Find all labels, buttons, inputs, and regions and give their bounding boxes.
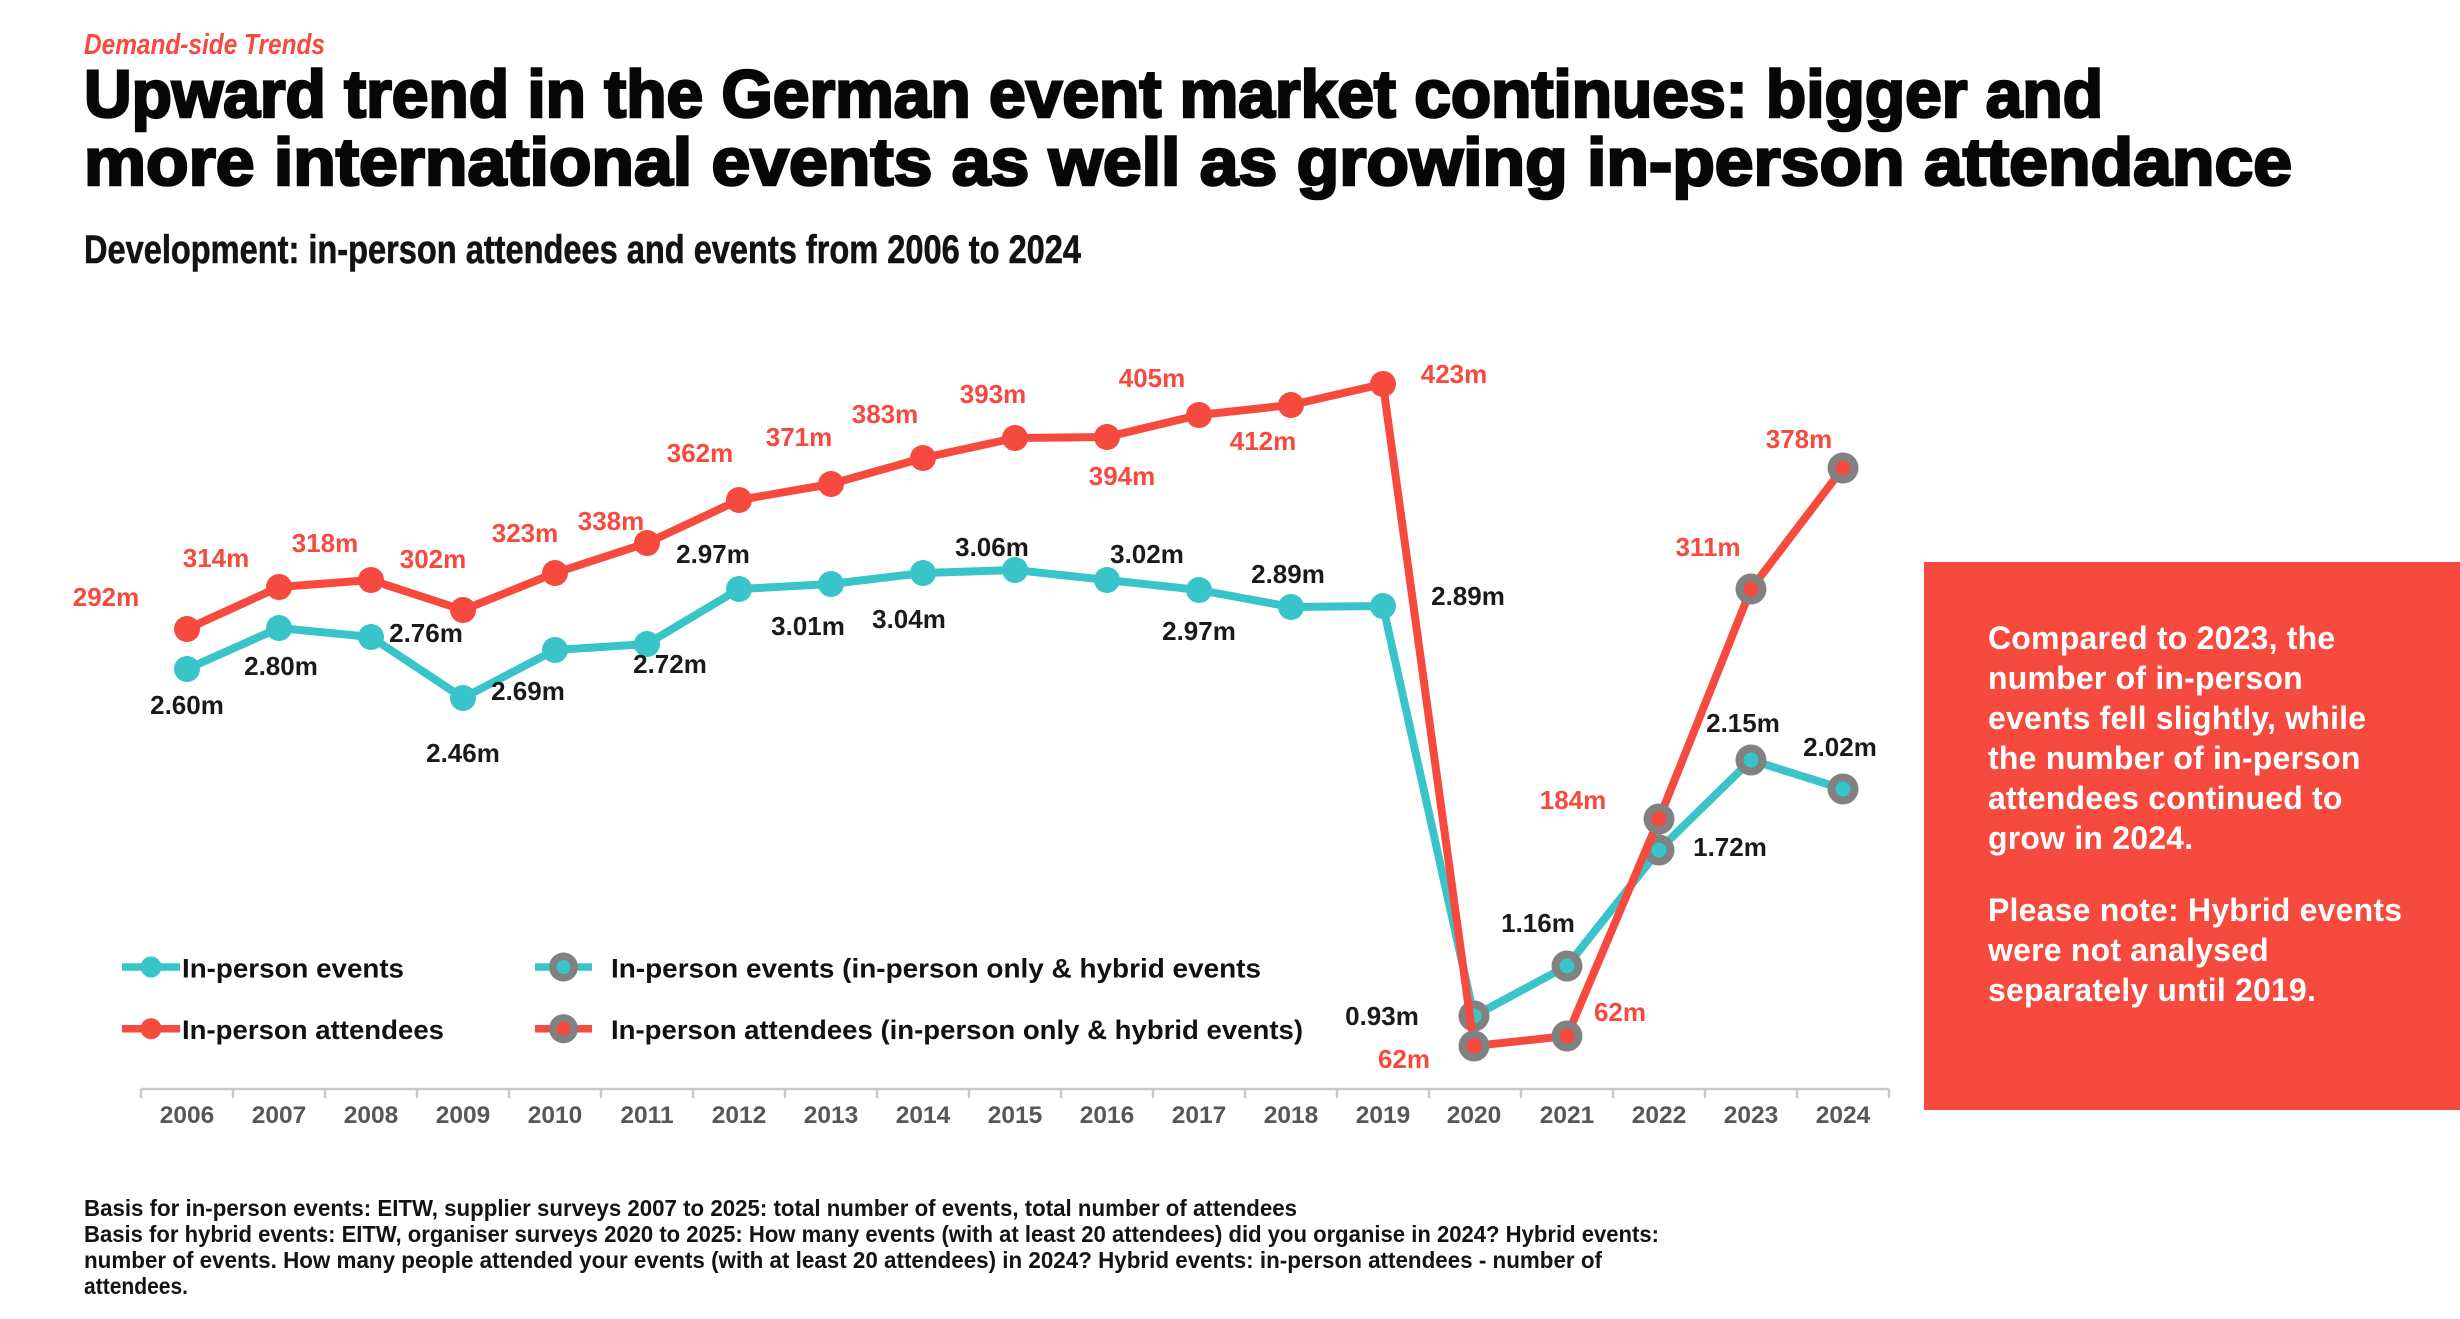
- svg-text:371m: 371m: [766, 422, 833, 452]
- svg-text:362m: 362m: [667, 438, 734, 468]
- svg-text:2014: 2014: [896, 1102, 951, 1129]
- svg-text:2.02m: 2.02m: [1803, 732, 1877, 762]
- svg-text:394m: 394m: [1089, 461, 1156, 491]
- svg-text:323m: 323m: [492, 518, 559, 548]
- svg-text:302m: 302m: [400, 544, 467, 574]
- svg-text:2.46m: 2.46m: [426, 738, 500, 768]
- svg-text:62m: 62m: [1378, 1044, 1430, 1074]
- svg-text:412m: 412m: [1230, 426, 1297, 456]
- svg-text:In-person events (in-person on: In-person events (in-person only & hybri…: [611, 954, 1261, 984]
- svg-text:2.15m: 2.15m: [1706, 708, 1780, 738]
- svg-text:2017: 2017: [1172, 1102, 1227, 1129]
- svg-text:2019: 2019: [1356, 1102, 1411, 1129]
- svg-text:2011: 2011: [620, 1102, 673, 1129]
- svg-text:2007: 2007: [252, 1102, 307, 1129]
- svg-text:In-person attendees: In-person attendees: [182, 1015, 444, 1045]
- svg-text:2.60m: 2.60m: [150, 690, 224, 720]
- svg-text:2023: 2023: [1724, 1102, 1779, 1129]
- svg-text:2.80m: 2.80m: [244, 651, 318, 681]
- svg-text:1.72m: 1.72m: [1693, 832, 1767, 862]
- svg-text:In-person attendees (in-person: In-person attendees (in-person only & hy…: [611, 1015, 1303, 1045]
- svg-text:2.69m: 2.69m: [491, 676, 565, 706]
- svg-text:338m: 338m: [578, 506, 645, 536]
- svg-text:number of events. How many peo: number of events. How many people attend…: [84, 1247, 1602, 1273]
- svg-text:2015: 2015: [988, 1102, 1043, 1129]
- svg-text:2006: 2006: [160, 1102, 215, 1129]
- svg-text:423m: 423m: [1421, 359, 1488, 389]
- svg-text:2.72m: 2.72m: [633, 649, 707, 679]
- svg-text:2020: 2020: [1447, 1102, 1502, 1129]
- svg-text:311m: 311m: [1675, 532, 1740, 562]
- svg-text:attendees.: attendees.: [84, 1273, 188, 1299]
- svg-text:Basis for in-person events: EI: Basis for in-person events: EITW, suppli…: [84, 1195, 1297, 1221]
- svg-text:Development: in-person attende: Development: in-person attendees and eve…: [84, 228, 1082, 272]
- svg-text:3.02m: 3.02m: [1110, 539, 1184, 569]
- svg-text:2008: 2008: [344, 1102, 399, 1129]
- svg-text:378m: 378m: [1766, 424, 1833, 454]
- svg-text:Basis for hybrid events: EITW,: Basis for hybrid events: EITW, organiser…: [84, 1221, 1659, 1247]
- svg-text:383m: 383m: [852, 399, 919, 429]
- svg-text:2.89m: 2.89m: [1251, 559, 1325, 589]
- svg-text:more international events as w: more international events as well as gro…: [84, 125, 2292, 200]
- svg-text:Demand-side Trends: Demand-side Trends: [84, 29, 325, 61]
- svg-text:2018: 2018: [1264, 1102, 1319, 1129]
- svg-text:62m: 62m: [1594, 997, 1646, 1027]
- svg-text:3.04m: 3.04m: [872, 604, 946, 634]
- svg-text:2021: 2021: [1540, 1102, 1595, 1129]
- svg-text:3.06m: 3.06m: [955, 532, 1029, 562]
- svg-text:1.16m: 1.16m: [1501, 908, 1575, 938]
- svg-text:2.76m: 2.76m: [389, 618, 463, 648]
- svg-text:184m: 184m: [1540, 785, 1607, 815]
- svg-text:Upward trend in the German eve: Upward trend in the German event market …: [84, 57, 2103, 132]
- svg-text:2012: 2012: [712, 1102, 767, 1129]
- svg-text:2.97m: 2.97m: [676, 539, 750, 569]
- svg-text:In-person events: In-person events: [182, 954, 404, 984]
- svg-text:405m: 405m: [1119, 363, 1186, 393]
- svg-text:314m: 314m: [183, 543, 250, 573]
- svg-text:2016: 2016: [1080, 1102, 1135, 1129]
- svg-text:2.89m: 2.89m: [1431, 581, 1505, 611]
- svg-text:318m: 318m: [292, 528, 359, 558]
- svg-text:3.01m: 3.01m: [771, 611, 845, 641]
- svg-text:2009: 2009: [436, 1102, 491, 1129]
- svg-text:2.97m: 2.97m: [1162, 616, 1236, 646]
- svg-text:2010: 2010: [528, 1102, 583, 1129]
- svg-text:0.93m: 0.93m: [1345, 1001, 1419, 1031]
- svg-text:2013: 2013: [804, 1102, 859, 1129]
- svg-text:2022: 2022: [1632, 1102, 1687, 1129]
- svg-text:2024: 2024: [1816, 1102, 1871, 1129]
- svg-text:292m: 292m: [73, 582, 140, 612]
- svg-text:393m: 393m: [960, 379, 1027, 409]
